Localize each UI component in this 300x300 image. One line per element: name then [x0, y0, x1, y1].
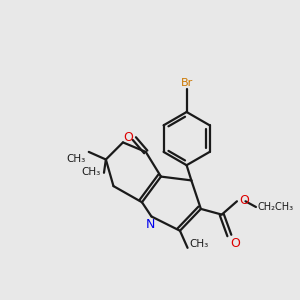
Text: CH₃: CH₃ [190, 239, 209, 249]
Text: O: O [239, 194, 249, 207]
Text: O: O [230, 237, 240, 250]
Text: O: O [123, 131, 133, 144]
Text: Br: Br [181, 78, 193, 88]
Text: CH₃: CH₃ [82, 167, 101, 177]
Text: CH₂CH₃: CH₂CH₃ [258, 202, 294, 212]
Text: CH₃: CH₃ [67, 154, 86, 164]
Text: N: N [146, 218, 155, 231]
